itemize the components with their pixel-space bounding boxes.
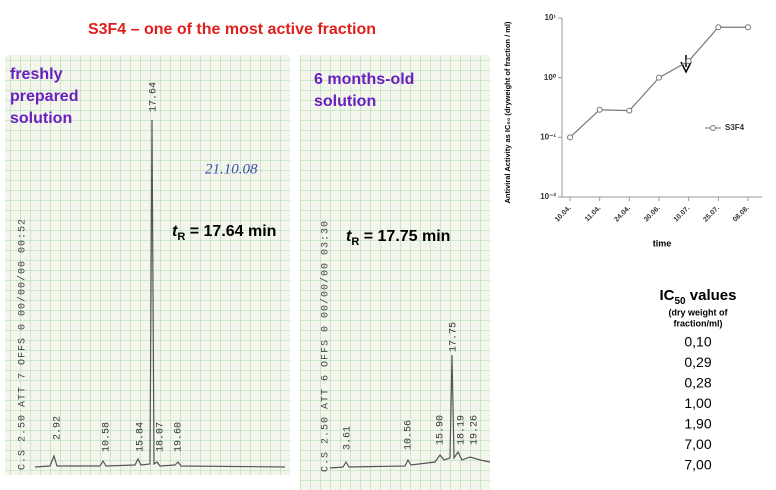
x-tick-label: 24.04. <box>613 205 632 224</box>
chromatogram-right: C.S 2.50 ATT 6 OFFS 0 00/00/00 03:30 3.6… <box>300 55 491 490</box>
peak-label: 17.75 <box>449 322 460 352</box>
ic50-value: 7,00 <box>684 436 711 452</box>
symbol: t <box>346 228 352 245</box>
handwritten-date: 21.10.08 <box>205 161 258 177</box>
peak-label: 19.60 <box>174 422 185 452</box>
y-tick-label: 10⁻² <box>540 192 556 201</box>
legend-marker <box>710 125 716 131</box>
trace <box>34 119 286 468</box>
symbol: t <box>172 223 178 240</box>
paper-grid <box>5 55 290 475</box>
heading: IC <box>660 287 675 304</box>
x-tick-label: 11.04. <box>584 205 602 223</box>
text: = 17.64 min <box>185 223 276 240</box>
peak-label: 10.58 <box>102 422 113 452</box>
ic50-unit: fraction/ml) <box>673 318 722 328</box>
chromatogram-left: C.S 2.50 ATT 7 OFFS 0 00/00/00 00:52 2.9… <box>5 55 290 475</box>
caption: freshly <box>10 66 63 83</box>
peak-label: 19.26 <box>470 415 481 445</box>
point <box>745 24 751 31</box>
x-tick-label: 08.08. <box>732 205 751 224</box>
caption: solution <box>10 110 72 127</box>
ic50-value: 0,29 <box>684 354 711 370</box>
arrow-head <box>680 61 692 74</box>
ic50-value: 7,00 <box>684 457 711 473</box>
strip-text: C.S 2.50 ATT 6 OFFS 0 00/00/00 03:30 <box>320 220 332 472</box>
retention-time: tR = 17.75 min <box>346 228 450 248</box>
ic50-value: 0,10 <box>684 334 711 350</box>
caption: 6 months-old <box>314 71 414 88</box>
point <box>596 106 603 113</box>
peak-label: 17.64 <box>149 82 160 112</box>
peak-label: 3.61 <box>343 426 354 450</box>
slide-title: S3F4 – one of the most active fraction <box>88 21 376 38</box>
x-tick-label: 25.07. <box>702 205 721 224</box>
series-line <box>569 26 748 138</box>
heading-sub: 50 <box>675 296 687 307</box>
peak-label: 15.84 <box>136 422 147 452</box>
peak-label: 2.92 <box>53 416 64 440</box>
peak-label: 18.07 <box>156 422 167 452</box>
ic50-list: IC50 values (dry weight of fraction/ml) … <box>660 287 737 473</box>
y-axis-label: Antiviral Activity as IC₅₀ (dryweight of… <box>503 21 512 203</box>
x-tick-label: 10.04. <box>554 205 573 224</box>
legend-label: S3F4 <box>725 123 745 132</box>
ic50-heading: IC50 values <box>660 287 737 307</box>
heading-rest: values <box>686 287 737 304</box>
caption: solution <box>314 93 376 110</box>
subscript: R <box>351 236 359 248</box>
point <box>626 107 633 114</box>
caption: prepared <box>10 88 78 105</box>
ic50-value: 1,00 <box>684 395 711 411</box>
peak-label: 10.56 <box>404 420 415 450</box>
line-chart: 10⁻² 10⁻¹ 10⁰ 10¹ 10.04. 11.04. 24.04. 30.06. 10… <box>503 13 762 248</box>
strip-text: C.S 2.50 ATT 7 OFFS 0 00/00/00 00:52 <box>17 218 29 470</box>
ic50-value: 1,90 <box>684 416 711 432</box>
y-tick-label: 10⁰ <box>544 73 557 82</box>
peak-label: 18.19 <box>457 415 468 445</box>
point <box>715 24 722 31</box>
x-tick-label: 30.06. <box>643 205 662 224</box>
point <box>685 58 692 65</box>
x-tick-label: 10.07. <box>673 205 692 224</box>
retention-time: tR = 17.64 min <box>172 223 276 243</box>
paper-grid <box>300 55 490 490</box>
trace <box>329 354 491 469</box>
ic50-value: 0,28 <box>684 375 711 391</box>
y-tick-label: 10⁻¹ <box>540 132 556 141</box>
subscript: R <box>177 231 185 243</box>
y-tick-label: 10¹ <box>544 13 556 22</box>
peak-label: 15.90 <box>436 415 447 445</box>
text: = 17.75 min <box>359 228 450 245</box>
point <box>567 134 573 141</box>
ic50-unit: (dry weight of <box>669 307 729 317</box>
x-axis-label: time <box>653 238 672 248</box>
point <box>656 74 662 81</box>
